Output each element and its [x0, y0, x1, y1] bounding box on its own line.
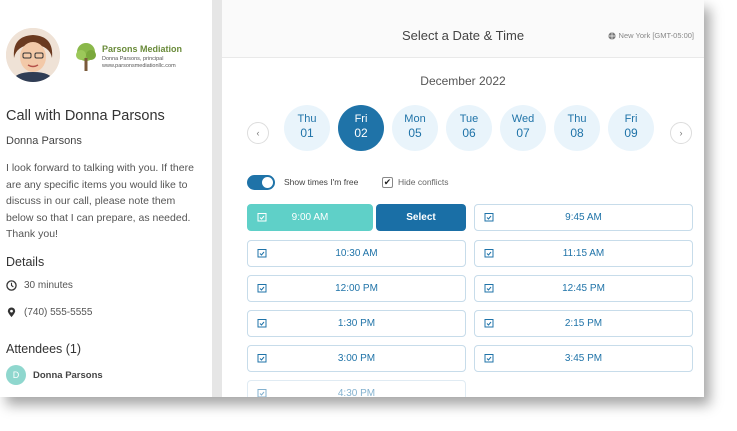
- calendar-check-icon: [484, 354, 494, 363]
- hide-conflicts-label: Hide conflicts: [398, 177, 449, 187]
- attendee-name: Donna Parsons: [33, 369, 103, 381]
- sidebar: Parsons Mediation Donna Parsons, princip…: [0, 0, 212, 397]
- day-date: 02: [354, 126, 368, 140]
- slot-time: 3:45 PM: [564, 353, 603, 364]
- attendee-avatar: D: [6, 365, 26, 385]
- toggle-knob: [262, 177, 273, 188]
- day-date: 09: [624, 126, 638, 140]
- select-button[interactable]: Select: [376, 204, 466, 231]
- phone-text: (740) 555-5555: [24, 307, 93, 318]
- prev-week-button[interactable]: ‹: [247, 122, 269, 144]
- calendar-check-icon: [257, 319, 267, 328]
- hide-conflicts-checkbox[interactable]: ✔: [382, 177, 393, 188]
- day-name: Tue: [459, 113, 479, 125]
- slot-time: 12:45 PM: [562, 283, 605, 294]
- calendar-check-icon: [484, 284, 494, 293]
- time-slot[interactable]: 11:15 AM: [474, 240, 693, 267]
- calendar-check-icon: [257, 284, 267, 293]
- time-slot[interactable]: 9:45 AM: [474, 204, 693, 231]
- day-name: Mon: [404, 113, 426, 125]
- time-slot[interactable]: 3:45 PM: [474, 345, 693, 372]
- panel-divider: [212, 0, 222, 397]
- logo-title: Parsons Mediation: [102, 44, 183, 54]
- scheduler-window: Parsons Mediation Donna Parsons, princip…: [0, 0, 704, 397]
- day-name: Thu: [297, 113, 317, 125]
- slot-time: 12:00 PM: [335, 283, 378, 294]
- slot-time: 1:30 PM: [337, 318, 376, 329]
- duration-text: 30 minutes: [24, 280, 73, 291]
- slot-time: 3:00 PM: [337, 353, 376, 364]
- logo-subtitle: Donna Parsons, principal: [102, 56, 164, 62]
- calendar-check-icon: [484, 213, 494, 222]
- day-name: Wed: [511, 113, 535, 125]
- host-avatar: [6, 28, 60, 82]
- day-thu-08[interactable]: Thu 08: [554, 105, 600, 151]
- day-date: 06: [462, 126, 476, 140]
- details-heading: Details: [6, 255, 45, 269]
- calendar-check-icon: [257, 354, 267, 363]
- time-slot[interactable]: 2:15 PM: [474, 310, 693, 337]
- time-slot[interactable]: 1:30 PM: [247, 310, 466, 337]
- day-date: 08: [570, 126, 584, 140]
- time-slot-selected[interactable]: 9:00 AM: [247, 204, 373, 231]
- time-slot[interactable]: 12:45 PM: [474, 275, 693, 302]
- calendar-check-icon: [257, 389, 267, 397]
- next-week-button[interactable]: ›: [670, 122, 692, 144]
- attendee-item: D Donna Parsons: [6, 365, 103, 385]
- day-date: 07: [516, 126, 530, 140]
- day-name: Thu: [567, 113, 587, 125]
- day-name: Fri: [354, 113, 368, 125]
- event-title: Call with Donna Parsons: [6, 108, 165, 124]
- time-slot[interactable]: 10:30 AM: [247, 240, 466, 267]
- timezone-selector[interactable]: New York [GMT-05:00]: [607, 31, 694, 40]
- time-slot[interactable]: 12:00 PM: [247, 275, 466, 302]
- day-wed-07[interactable]: Wed 07: [500, 105, 546, 151]
- clock-icon: [6, 280, 17, 291]
- slot-time: 4:30 PM: [337, 388, 376, 397]
- calendar-check-icon: [257, 213, 267, 222]
- panel-header: Select a Date & Time New York [GMT-05:00…: [222, 0, 704, 58]
- tree-icon: [76, 43, 96, 71]
- company-logo: Parsons Mediation Donna Parsons, princip…: [74, 42, 204, 74]
- show-free-toggle[interactable]: [247, 175, 275, 190]
- booking-panel: Select a Date & Time New York [GMT-05:00…: [222, 0, 704, 397]
- slot-time: 9:00 AM: [291, 212, 329, 223]
- calendar-check-icon: [484, 319, 494, 328]
- slot-time: 9:45 AM: [565, 212, 602, 223]
- calendar-check-icon: [257, 249, 267, 258]
- day-fri-09[interactable]: Fri 09: [608, 105, 654, 151]
- day-tue-06[interactable]: Tue 06: [446, 105, 492, 151]
- event-description: I look forward to talking with you. If t…: [6, 162, 194, 240]
- globe-icon: [607, 31, 616, 40]
- day-name: Fri: [624, 113, 638, 125]
- host-name: Donna Parsons: [6, 135, 82, 147]
- calendar-check-icon: [484, 249, 494, 258]
- location-pin-icon: [7, 307, 16, 318]
- duration-row: 30 minutes: [6, 280, 73, 291]
- time-slot[interactable]: 3:00 PM: [247, 345, 466, 372]
- page-title: Select a Date & Time: [401, 28, 525, 43]
- day-thu-01[interactable]: Thu 01: [284, 105, 330, 151]
- day-date: 01: [300, 126, 314, 140]
- slot-time: 2:15 PM: [564, 318, 603, 329]
- slot-time: 10:30 AM: [335, 248, 378, 259]
- logo-website: www.parsonsmediationllc.com: [102, 63, 176, 69]
- show-free-label: Show times I'm free: [284, 177, 359, 187]
- month-label: December 2022: [420, 74, 506, 88]
- time-slot[interactable]: 4:30 PM: [247, 380, 466, 397]
- timezone-label: New York [GMT-05:00]: [618, 31, 694, 40]
- attendees-heading: Attendees (1): [6, 342, 82, 356]
- phone-row: (740) 555-5555: [6, 307, 92, 318]
- day-date: 05: [408, 126, 422, 140]
- day-mon-05[interactable]: Mon 05: [392, 105, 438, 151]
- slot-time: 11:15 AM: [562, 248, 605, 259]
- day-fri-02[interactable]: Fri 02: [338, 105, 384, 151]
